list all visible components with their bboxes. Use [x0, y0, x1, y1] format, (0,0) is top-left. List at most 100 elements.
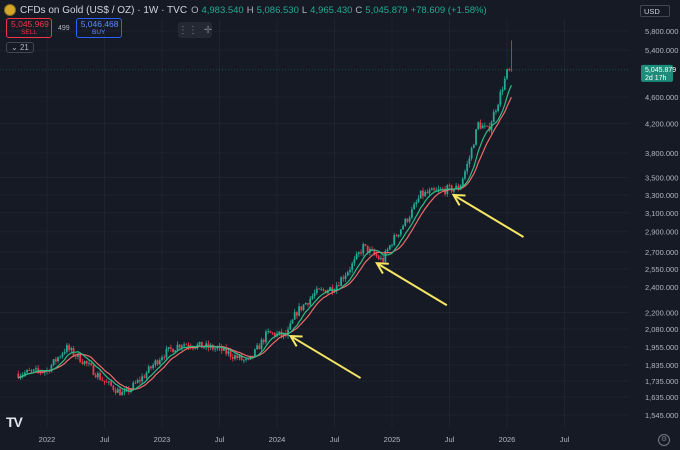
candle-body: [28, 370, 31, 371]
candle-body: [315, 288, 318, 293]
symbol-title[interactable]: CFDs on Gold (US$ / OZ) · 1W · TVC: [20, 4, 188, 16]
candle-body: [444, 188, 446, 195]
candle-body: [154, 360, 157, 365]
spread-value: 499: [58, 24, 70, 32]
candle-body: [258, 345, 261, 350]
candle-body: [167, 347, 170, 349]
y-tick-label: 1,835.000: [645, 361, 678, 370]
candle-body: [231, 356, 234, 359]
candle-body: [342, 277, 345, 279]
candle-body: [510, 69, 513, 71]
crosshair-icon[interactable]: ✛: [203, 24, 213, 36]
candle-body: [338, 285, 340, 286]
candle-body: [373, 250, 376, 255]
candle-body: [413, 204, 416, 210]
candle-body: [88, 363, 90, 364]
candle-body: [349, 269, 351, 273]
candle-body: [304, 303, 307, 305]
x-tick-label: 2025: [384, 435, 401, 444]
candle-body: [181, 345, 183, 348]
candle-body: [439, 188, 442, 190]
candle-body: [362, 244, 365, 254]
y-tick-label: 2,200.000: [645, 309, 678, 318]
chevron-down-icon: ⌄: [11, 43, 18, 52]
tradingview-logo-icon[interactable]: TV: [6, 414, 23, 430]
candle-body: [355, 253, 358, 260]
gold-symbol-icon[interactable]: [4, 4, 16, 16]
candle-body: [269, 330, 272, 333]
candle-body: [112, 385, 115, 390]
candle-body: [322, 289, 325, 291]
candle-body: [481, 125, 484, 129]
currency-selector[interactable]: USD: [640, 5, 670, 17]
candle-body: [468, 158, 471, 164]
candle-body: [384, 251, 387, 262]
candle-body: [375, 254, 378, 257]
candle-body: [54, 359, 57, 362]
y-tick-label: 1,635.000: [645, 393, 678, 402]
candle-body: [183, 344, 186, 346]
candle-body: [477, 122, 480, 130]
candle-body: [192, 347, 194, 349]
candle-body: [273, 333, 276, 337]
candle-body: [470, 148, 473, 159]
candle-body: [74, 355, 77, 357]
candle-body: [424, 191, 427, 197]
candle-body: [240, 355, 243, 361]
candle-body: [435, 189, 438, 191]
candle-body: [386, 249, 389, 252]
candle-body: [309, 298, 312, 305]
candle-body: [399, 229, 402, 235]
candle-body: [298, 306, 301, 316]
y-tick-label: 5,400.000: [645, 46, 678, 55]
annotation-arrow: [290, 335, 362, 379]
candle-body: [185, 344, 188, 346]
candle-body: [66, 345, 68, 352]
sell-button[interactable]: 5,045.969 SELL: [6, 18, 52, 38]
y-tick-label: 2,700.000: [645, 248, 678, 257]
candle-body: [138, 379, 141, 382]
candle-body: [229, 351, 232, 357]
candle-body: [479, 122, 482, 129]
buy-button[interactable]: 5,046.468 BUY: [75, 18, 122, 38]
candle-body: [158, 360, 161, 365]
candle-body: [17, 373, 20, 379]
candle-body: [21, 374, 24, 376]
candle-body: [211, 345, 214, 350]
candle-body: [165, 348, 168, 358]
annotation-arrowhead: [451, 193, 466, 206]
candle-body: [150, 366, 152, 369]
candle-body: [428, 190, 431, 194]
y-tick-label: 3,500.000: [645, 173, 678, 182]
candle-body: [499, 91, 502, 105]
candle-body: [198, 341, 201, 345]
candle-body: [433, 188, 435, 190]
y-tick-label: 2,900.000: [645, 228, 678, 237]
low-value: 4,965.430: [310, 4, 353, 16]
candle-body: [271, 332, 274, 334]
candle-body: [61, 353, 64, 357]
grip-icon[interactable]: ⋮⋮: [177, 24, 198, 36]
candle-body: [265, 331, 267, 343]
candle-body: [238, 355, 241, 358]
candle-body: [486, 125, 488, 127]
indicators-toggle[interactable]: ⌄ 21: [6, 42, 34, 53]
candle-body: [108, 381, 110, 383]
candle-body: [457, 185, 460, 190]
candle-body: [119, 388, 121, 396]
candle-body: [415, 202, 418, 205]
settings-gear-icon[interactable]: ⚙: [658, 434, 670, 446]
candle-body: [340, 277, 343, 286]
candle-body: [92, 365, 95, 376]
candle-body: [247, 358, 250, 360]
drawing-toolbar[interactable]: ⋮⋮ ✛: [178, 22, 212, 38]
candle-body: [506, 69, 508, 79]
candle-body: [437, 189, 440, 190]
candle-body: [344, 275, 347, 279]
x-tick-label: 2026: [499, 435, 516, 444]
candle-body: [395, 235, 398, 237]
candle-body: [430, 188, 433, 191]
candle-body: [267, 330, 270, 332]
candle-body: [90, 363, 93, 366]
